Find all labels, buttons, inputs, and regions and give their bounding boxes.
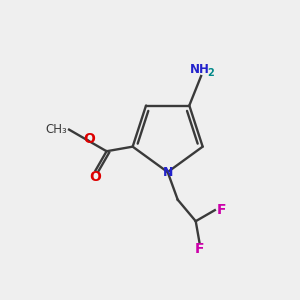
Text: 2: 2 [207,68,214,77]
Text: F: F [195,242,205,256]
Text: O: O [90,170,101,184]
Text: O: O [83,132,95,146]
Text: CH₃: CH₃ [46,123,68,136]
Text: F: F [217,203,226,217]
Text: N: N [163,166,173,178]
Text: NH: NH [190,63,209,76]
